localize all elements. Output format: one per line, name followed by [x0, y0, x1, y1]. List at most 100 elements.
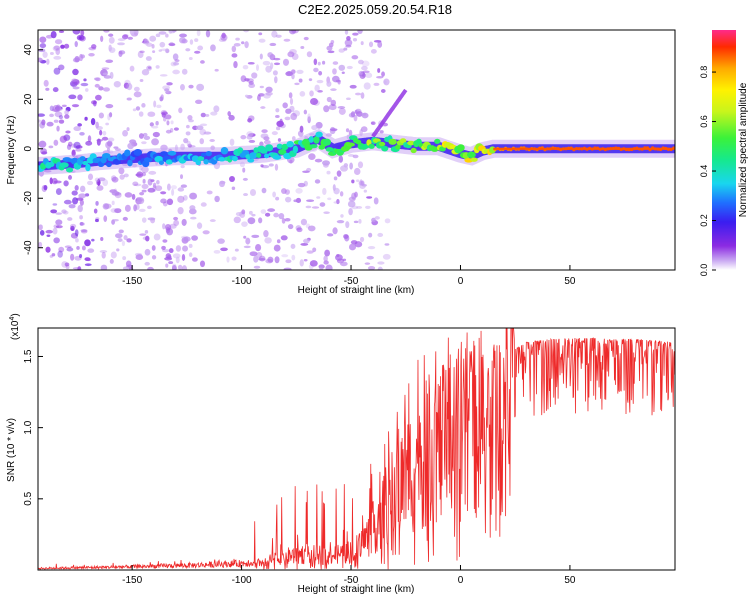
spectrogram-speckle-cell [129, 30, 135, 36]
ridge-cell [127, 159, 133, 167]
top-x-ticks: -150 -100 -50 0 50 [122, 265, 576, 287]
spectrogram-speckle-cell [39, 229, 45, 236]
spectrogram-speckle-cell [205, 30, 211, 38]
spectrogram-speckle-cell [165, 90, 172, 95]
spectrogram-speckle-cell [174, 59, 180, 62]
spectrogram-speckle-cell [162, 223, 166, 230]
spectrogram-speckle-cell [111, 176, 119, 183]
spectrogram-speckle-cell [58, 115, 63, 120]
ridge-cell [395, 144, 401, 150]
spectrogram-speckle-cell [102, 179, 109, 187]
spectrogram-speckle-cell [166, 120, 170, 126]
spectrogram-speckle-cell [231, 186, 236, 191]
ridge-cell [197, 155, 205, 162]
spectrogram-speckle-cell [53, 45, 61, 51]
spectrogram-speckle-cell [247, 62, 255, 65]
spectrogram-speckle-cell [242, 167, 246, 173]
spectrogram-speckle-cell [122, 34, 129, 40]
spectrogram-speckle-cell [255, 64, 260, 71]
spectrogram-speckle-cell [135, 106, 141, 111]
spectrogram-speckle-cell [144, 229, 149, 234]
spectrogram-speckle-cell [180, 84, 185, 91]
spectrogram-speckle-cell [259, 85, 264, 89]
spectrogram-speckle-cell [122, 256, 127, 261]
spectrogram-speckle-cell [295, 197, 302, 204]
spectrogram-speckle-cell [258, 38, 266, 43]
ridge-cell [276, 143, 283, 150]
spectrogram-speckle-cell [72, 197, 79, 205]
spectrogram-speckle-cell [86, 180, 94, 186]
colorbar-tick-label: 0.4 [699, 165, 709, 178]
spectrogram-speckle-cell [200, 123, 208, 127]
spectrogram-speckle-cell [257, 94, 261, 101]
spectrogram-speckle-cell [177, 206, 184, 215]
spectrogram-speckle-cell [234, 248, 239, 252]
spectrogram-speckle-cell [348, 207, 353, 216]
spectrogram-speckle-cell [346, 65, 353, 70]
spectrogram-speckle-cell [248, 80, 254, 85]
spectrogram-speckle-cell [219, 180, 225, 188]
y-tick-label: 20 [23, 93, 34, 105]
spectrogram-speckle-cell [148, 170, 157, 175]
spectrogram-speckle-cell [356, 111, 363, 117]
spectrogram-speckle-cell [156, 179, 160, 185]
spectrogram-speckle-cell [290, 112, 298, 121]
spectrogram-speckle-cell [165, 33, 169, 38]
spectrogram-speckle-cell [73, 126, 81, 132]
spectrogram-speckle-cell [45, 87, 50, 91]
spectrogram-speckle-cell [185, 48, 191, 52]
spectrogram-speckle-cell [74, 229, 79, 237]
spectrogram-speckle-cell [188, 119, 194, 123]
spectrogram-speckle-cell [284, 116, 291, 121]
spectrogram-speckle-cell [53, 67, 61, 75]
spectrogram-speckle-cell [58, 119, 65, 124]
x-tick-label: 0 [458, 276, 464, 287]
spectrogram-speckle-cell [374, 216, 380, 220]
spectrogram-speckle-cell [327, 50, 335, 54]
spectrogram-speckle-cell [169, 128, 174, 133]
spectrogram-speckle-cell [357, 59, 364, 65]
spectrogram-speckle-cell [269, 42, 277, 47]
spectrogram-speckle-cell [271, 131, 278, 136]
spectrogram-speckle-cell [258, 255, 266, 262]
spectrogram-speckle-cell [333, 176, 338, 181]
spectrogram-speckle-cell [54, 111, 63, 118]
ridge-cell [247, 158, 255, 163]
spectrogram-speckle-cell [72, 30, 81, 35]
spectrogram-speckle-cell [330, 99, 337, 107]
spectrogram-speckle-cell [78, 193, 87, 199]
spectrogram-speckle-cell [284, 196, 292, 203]
spectrogram-speckle-cell [160, 48, 169, 52]
spectrogram-speckle-cell [73, 141, 81, 149]
spectrogram-speckle-cell [66, 144, 72, 150]
spectrogram-speckle-cell [213, 249, 221, 254]
spectrogram-speckle-cell [115, 233, 123, 239]
spectrogram-speckle-cell [177, 264, 183, 270]
spectrogram-speckle-cell [158, 49, 162, 52]
spectrogram-speckle-cell [139, 50, 145, 54]
spectrogram-speckle-cell [206, 190, 213, 195]
spectrogram-speckle-cell [267, 256, 274, 263]
spectrogram-speckle-cell [49, 52, 54, 56]
spectrogram-speckle-cell [229, 176, 235, 183]
ridge-cell [325, 147, 334, 152]
spectrogram-speckle-cell [122, 266, 129, 270]
ridge-branch [371, 88, 408, 138]
spectrogram-speckle-cell [248, 83, 256, 89]
spectrogram-speckle-cell [166, 198, 174, 206]
spectrogram-speckle-cell [161, 112, 166, 118]
x-tick-label: -100 [232, 575, 252, 586]
spectrogram-speckle-cell [287, 224, 294, 230]
spectrogram-speckle-cell [293, 199, 298, 203]
ridge-cell [368, 143, 375, 149]
spectrogram-speckle-cell [55, 188, 62, 195]
spectrogram-speckle-cell [359, 236, 365, 242]
spectrogram-speckle-cell [68, 204, 76, 209]
spectrogram-speckle-cell [231, 45, 237, 53]
spectrogram-speckle-cell [275, 108, 280, 113]
spectrogram-speckle-cell [231, 256, 237, 261]
spectrogram-speckle-cell [70, 253, 75, 261]
spectrogram-speckle-cell [165, 48, 170, 54]
spectrogram-speckle-cell [263, 140, 271, 145]
spectrogram-speckle-cell [360, 126, 368, 133]
